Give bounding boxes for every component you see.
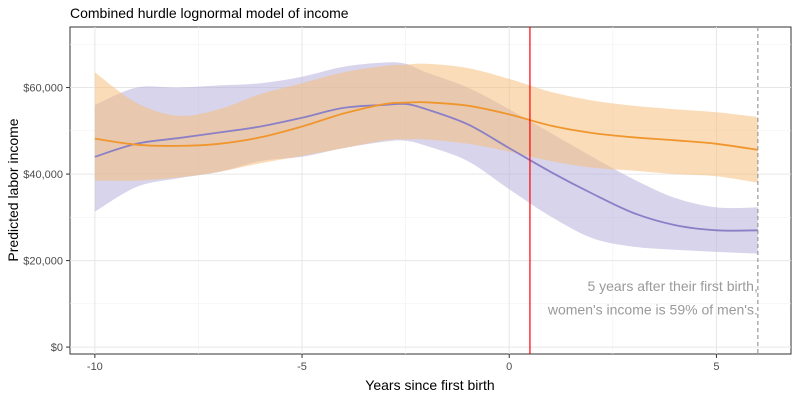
y-tick-label: $0 [51,342,63,354]
series-lines [94,101,759,232]
y-tick-label: $40,000 [23,169,63,181]
y-axis-title: Predicted labor income [5,118,21,261]
x-tick-label: -5 [297,361,307,373]
x-axis-ticks: -10 -5 0 5 [87,354,719,373]
x-tick-label: 0 [506,361,512,373]
annotation-line-1: 5 years after their first birth, [587,278,757,294]
x-tick-label: -10 [87,361,103,373]
confidence-bands [94,62,758,254]
confidence-band-1 [94,63,758,183]
annotation-line-2: women's income is 59% of men's. [547,302,758,318]
y-tick-label: $20,000 [23,256,63,268]
panel-border [69,26,792,355]
chart-title: Combined hurdle lognormal model of incom… [70,5,349,21]
annotation: 5 years after their first birth, women's … [547,278,758,318]
x-axis-title: Years since first birth [365,377,494,393]
x-tick-label: 5 [713,361,719,373]
y-tick-label: $60,000 [23,83,63,95]
y-axis-ticks: $0 $20,000 $40,000 $60,000 [23,83,70,354]
reference-lines [529,27,759,354]
series-line-1 [94,101,759,151]
series-line-0 [94,102,758,232]
